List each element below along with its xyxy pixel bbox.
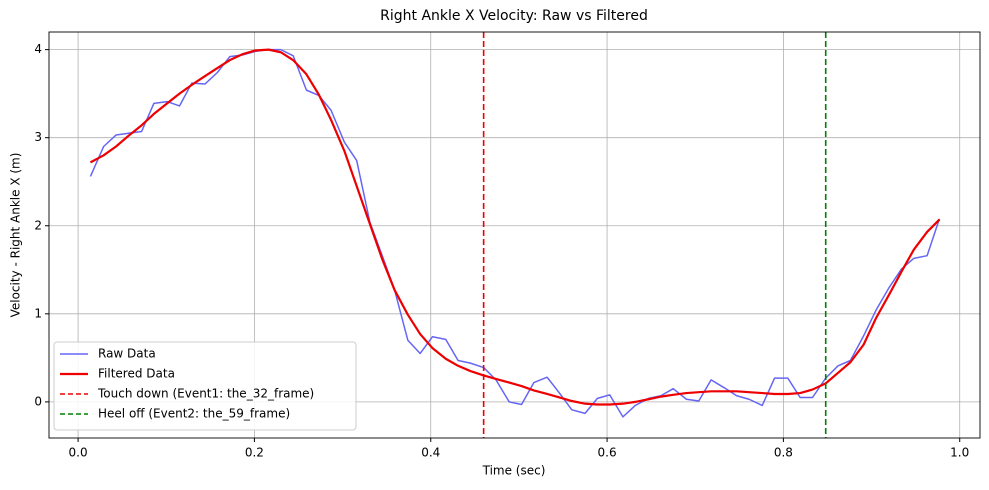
y-tick-label: 2 [34, 218, 42, 232]
x-tick-label: 0.2 [245, 446, 264, 460]
plot-frame [48, 31, 981, 439]
x-tick-label: 0.6 [598, 446, 617, 460]
y-tick-label: 1 [34, 306, 42, 320]
legend-label: Filtered Data [98, 367, 175, 381]
x-tick-label: 0.0 [69, 446, 88, 460]
legend: Raw Data Filtered Data Touch down (Event1:… [53, 341, 357, 431]
legend-label: Raw Data [98, 347, 156, 361]
y-tick-label: 0 [34, 394, 42, 408]
x-tick-label: 0.4 [421, 446, 440, 460]
x-axis-label: Time (sec) [482, 464, 546, 478]
x-tick-label: 0.8 [774, 446, 793, 460]
legend-label: Touch down (Event1: the_32_frame) [97, 387, 314, 401]
legend-label: Heel off (Event2: the_59_frame) [98, 407, 290, 421]
y-tick-label: 3 [34, 130, 42, 144]
legend-box [53, 341, 357, 431]
data-line [89, 48, 941, 406]
y-axis-label: Velocity - Right Ankle X (m) [9, 153, 23, 318]
y-tick-label: 4 [34, 42, 42, 56]
chart-title: Right Ankle X Velocity: Raw vs Filtered [380, 8, 648, 24]
x-tick-label: 1.0 [950, 446, 969, 460]
